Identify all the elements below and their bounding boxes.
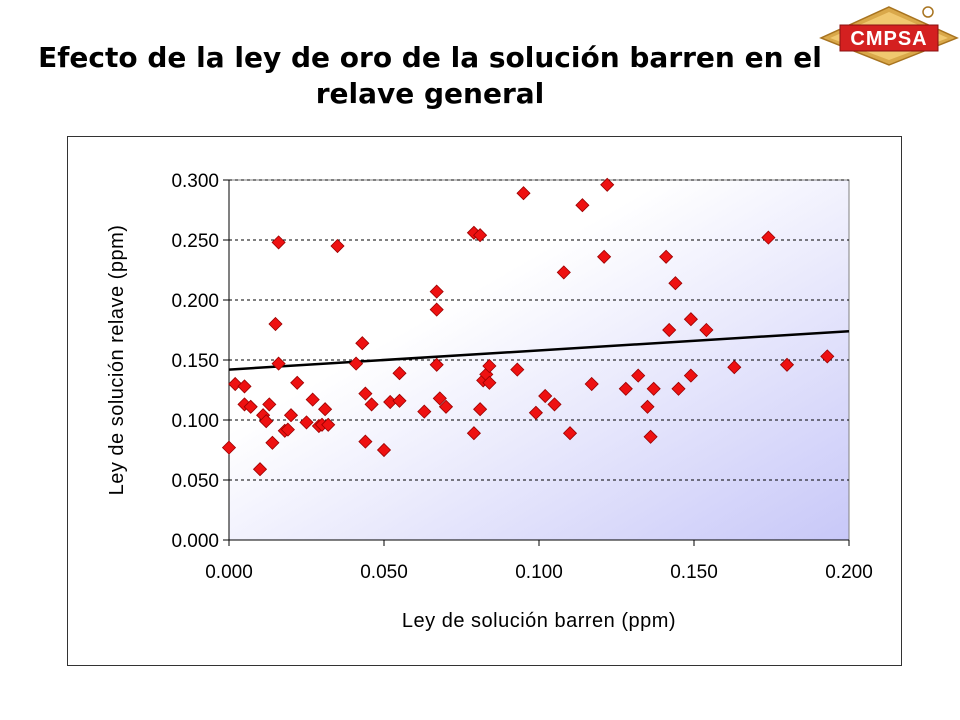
data-point	[417, 404, 432, 419]
y-tick-label: 0.150	[171, 351, 219, 372]
y-tick-label: 0.250	[171, 231, 219, 252]
data-point	[392, 393, 407, 408]
cmpsa-logo: CMPSA	[819, 6, 959, 66]
trendline	[228, 329, 850, 371]
data-point	[376, 442, 392, 458]
data-point	[252, 462, 268, 477]
data-point	[727, 360, 742, 375]
trendline-group	[228, 329, 850, 371]
data-point	[643, 429, 658, 444]
scatter-chart: 0.000 0.050 0.100 0.150 0.200 0.250 0.300 0.00…	[106, 171, 873, 632]
data-point	[432, 391, 447, 406]
y-axis-ticks: 0.000 0.050 0.100 0.150 0.200 0.250 0.300	[171, 171, 230, 552]
data-point	[290, 375, 305, 390]
data-point	[271, 235, 286, 250]
logo-banner	[839, 24, 939, 52]
data-point	[538, 388, 553, 404]
data-point	[646, 381, 661, 396]
slide-title-line-2: relave general	[315, 77, 545, 110]
logo-text: CMPSA	[850, 28, 927, 50]
data-point	[683, 368, 698, 383]
data-point	[640, 399, 655, 414]
data-point	[280, 422, 295, 437]
data-point	[556, 265, 571, 280]
data-point	[221, 440, 237, 455]
data-point	[392, 366, 407, 381]
data-point	[429, 284, 444, 299]
data-point	[271, 356, 286, 371]
data-point	[299, 415, 314, 430]
x-tick-label: 0.050	[360, 562, 408, 583]
y-tick-label: 0.300	[171, 171, 219, 192]
data-point	[466, 426, 481, 441]
data-point	[358, 386, 373, 401]
x-axis-label: Ley de solución barren (ppm)	[402, 610, 676, 632]
x-tick-label: 0.150	[670, 562, 718, 583]
data-point	[662, 322, 677, 338]
y-tick-label: 0.000	[171, 531, 219, 552]
data-point	[516, 186, 531, 201]
data-point	[820, 349, 835, 364]
y-axis-label: Ley de solución relave (ppm)	[106, 225, 128, 496]
data-points	[221, 177, 835, 477]
data-point	[358, 434, 373, 449]
data-point	[671, 381, 686, 396]
data-point	[761, 230, 776, 245]
data-point	[265, 435, 280, 450]
data-point	[597, 249, 612, 264]
data-point	[305, 392, 320, 407]
data-point	[349, 356, 364, 371]
data-point	[473, 228, 488, 243]
data-point	[575, 198, 590, 213]
data-point	[528, 405, 543, 420]
data-point	[699, 322, 714, 338]
data-point	[600, 177, 615, 192]
data-point	[584, 376, 599, 392]
data-point	[355, 336, 370, 351]
data-point	[618, 381, 633, 396]
data-point	[668, 276, 683, 291]
data-point	[321, 417, 336, 432]
data-point	[562, 426, 578, 441]
data-point	[364, 397, 379, 412]
data-point	[330, 238, 345, 254]
data-point	[473, 402, 488, 417]
data-point	[779, 357, 795, 372]
data-point	[482, 358, 497, 374]
data-point	[268, 316, 283, 332]
gridlines	[229, 179, 849, 481]
x-tick-label: 0.200	[825, 562, 873, 583]
data-point	[237, 379, 252, 394]
slide-title-line-1: Efecto de la ley de oro de la solución b…	[38, 41, 822, 74]
data-point	[318, 402, 333, 417]
data-point	[243, 399, 258, 414]
chart-frame: 0.000 0.050 0.100 0.150 0.200 0.250 0.300 0.00…	[67, 136, 902, 666]
data-point	[683, 312, 698, 327]
data-point	[283, 408, 299, 423]
data-point	[631, 368, 646, 383]
data-point	[510, 362, 525, 377]
data-point	[429, 357, 444, 372]
x-tick-label: 0.100	[515, 562, 563, 583]
logo-registered-mark	[922, 6, 934, 18]
y-tick-label: 0.100	[171, 411, 219, 432]
data-point	[659, 249, 674, 264]
data-point	[259, 414, 274, 429]
data-point	[438, 399, 454, 414]
data-point	[547, 397, 562, 412]
data-point	[429, 302, 444, 317]
x-tick-label: 0.000	[205, 562, 253, 583]
x-axis-ticks: 0.000 0.050 0.100 0.150 0.200	[205, 539, 873, 583]
slide-title: Efecto de la ley de oro de la solución b…	[0, 40, 860, 112]
data-point	[262, 397, 277, 412]
data-point	[482, 375, 497, 390]
y-tick-label: 0.050	[171, 471, 219, 492]
y-tick-label: 0.200	[171, 291, 219, 312]
